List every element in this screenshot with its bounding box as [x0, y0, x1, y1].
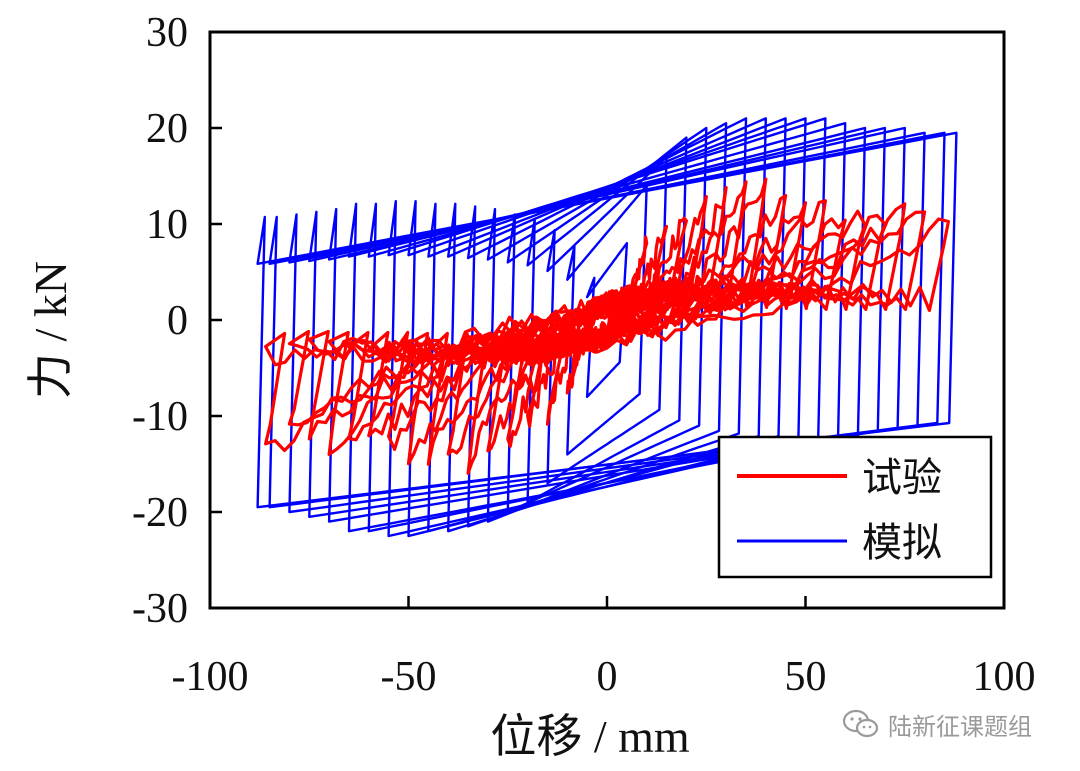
- y-tick-label: -10: [132, 394, 188, 440]
- watermark-text: 陆新征课题组: [888, 712, 1032, 741]
- legend: 试验 模拟: [717, 435, 993, 579]
- hysteresis-loop: [566, 184, 648, 456]
- hysteresis-loop: [506, 126, 708, 514]
- hysteresis-loop: [546, 155, 668, 485]
- y-tick-label: 10: [146, 202, 188, 248]
- y-tick-label: -30: [132, 586, 188, 632]
- hysteresis-loop: [264, 217, 950, 453]
- watermark: 陆新征课题组: [842, 706, 1032, 742]
- hysteresis-loop: [256, 131, 958, 509]
- y-tick-label: 20: [146, 106, 188, 152]
- y-tick-label: -20: [132, 490, 188, 536]
- y-tick-label: 0: [167, 298, 188, 344]
- x-axis-title: 位移 / mm: [490, 711, 690, 762]
- legend-frame: [717, 435, 993, 579]
- wechat-icon: [842, 709, 879, 738]
- hysteresis-loop: [367, 217, 847, 438]
- y-tick-label: 30: [146, 10, 188, 56]
- legend-label-simulation: 模拟: [862, 520, 942, 566]
- series-experiment: [264, 177, 950, 475]
- hysteresis-loop: [585, 242, 629, 398]
- x-tick-label: -50: [381, 654, 437, 700]
- y-axis-title: 力 / kN: [25, 261, 76, 399]
- x-tick-label: 50: [785, 654, 827, 700]
- x-tick-label: -100: [172, 654, 249, 700]
- x-tick-label: 100: [973, 654, 1036, 700]
- hysteresis-loop: [526, 136, 688, 504]
- x-tick-label: 0: [597, 654, 618, 700]
- legend-label-experiment: 试验: [862, 455, 942, 501]
